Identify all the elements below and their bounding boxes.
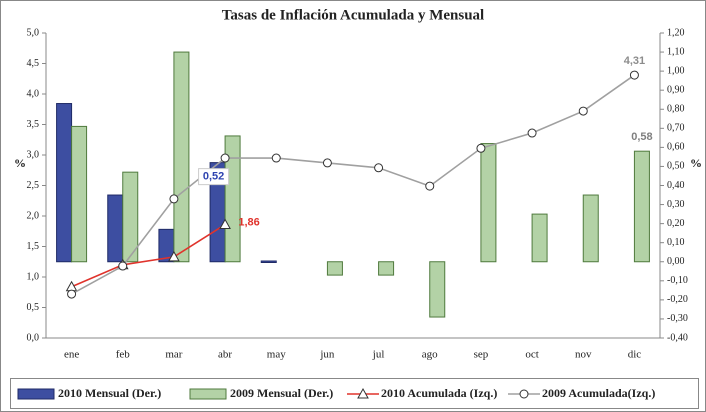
value-label-box bbox=[198, 168, 230, 186]
y-tick-label: 1,5 bbox=[27, 241, 40, 252]
bar bbox=[633, 150, 650, 263]
line bbox=[71, 223, 226, 288]
y2-tick-label: -0,10 bbox=[667, 275, 688, 286]
y2-tick-label: 0,10 bbox=[667, 237, 685, 248]
x-tick-label: ago bbox=[422, 349, 438, 361]
x-tick-label: oct bbox=[525, 349, 538, 361]
bar bbox=[224, 135, 241, 263]
y-tick-label: 1,0 bbox=[27, 271, 40, 282]
y-tick-label: 3,5 bbox=[27, 119, 40, 130]
bar bbox=[260, 260, 277, 263]
value-label: 4,31 bbox=[624, 55, 645, 67]
y-tick-label: 2,0 bbox=[27, 210, 40, 221]
x-tick-label: dic bbox=[628, 349, 642, 361]
marker bbox=[425, 181, 435, 191]
legend-swatch bbox=[189, 388, 227, 400]
marker bbox=[169, 194, 179, 204]
marker bbox=[67, 289, 77, 299]
legend-marker bbox=[519, 389, 529, 399]
y2-tick-label: -0,20 bbox=[667, 294, 688, 305]
bar bbox=[71, 125, 88, 263]
marker bbox=[168, 250, 180, 262]
y-tick-label: 5,0 bbox=[27, 27, 40, 38]
legend-swatch bbox=[17, 388, 55, 400]
bar bbox=[582, 194, 599, 263]
y2-tick-label: 0,60 bbox=[667, 142, 685, 153]
y-tick-label: 4,5 bbox=[27, 58, 40, 69]
marker bbox=[476, 143, 486, 153]
legend-label: 2009 Mensual (Der.) bbox=[230, 386, 333, 400]
y2-tick-label: -0,40 bbox=[667, 332, 688, 343]
bar bbox=[531, 213, 548, 263]
marker bbox=[322, 158, 332, 168]
bar bbox=[107, 194, 124, 263]
y2-tick-label: 1,00 bbox=[667, 65, 685, 76]
y2-tick-label: 0,40 bbox=[667, 180, 685, 191]
y2-tick-label: 0,80 bbox=[667, 104, 685, 115]
chart-title: Tasas de Inflación Acumulada y Mensual bbox=[222, 7, 484, 23]
marker bbox=[118, 261, 128, 271]
x-tick-label: may bbox=[267, 349, 286, 361]
y2-tick-label: 0,90 bbox=[667, 84, 685, 95]
bar bbox=[480, 143, 497, 263]
y2-tick-label: 0,70 bbox=[667, 123, 685, 134]
y2-tick-label: 1,20 bbox=[667, 27, 685, 38]
y2-tick-label: 0,50 bbox=[667, 161, 685, 172]
value-label: 1,86 bbox=[238, 216, 259, 228]
legend-label: 2010 Acumulada (Izq.) bbox=[381, 386, 497, 400]
legend-label: 2010 Mensual (Der.) bbox=[58, 386, 161, 400]
bar bbox=[56, 103, 73, 263]
x-tick-label: feb bbox=[116, 349, 131, 361]
y2-tick-label: -0,30 bbox=[667, 313, 688, 324]
value-label: 0,52 bbox=[203, 171, 224, 183]
value-label: 0,58 bbox=[631, 131, 652, 143]
y-tick-label: 0,5 bbox=[27, 302, 40, 313]
marker bbox=[578, 106, 588, 116]
legend-marker bbox=[357, 387, 369, 399]
y-tick-label: 0,0 bbox=[27, 332, 40, 343]
y-tick-label: 4,0 bbox=[27, 88, 40, 99]
y2-tick-label: 0,30 bbox=[667, 199, 685, 210]
bar bbox=[173, 51, 190, 263]
marker bbox=[527, 128, 537, 138]
marker bbox=[220, 153, 230, 163]
y-tick-label: 3,0 bbox=[27, 149, 40, 160]
bar bbox=[378, 261, 395, 276]
x-tick-label: jun bbox=[319, 349, 335, 361]
marker bbox=[271, 153, 281, 163]
bar bbox=[122, 171, 139, 263]
x-tick-label: sep bbox=[474, 349, 489, 361]
bar bbox=[326, 261, 343, 276]
x-tick-label: nov bbox=[575, 349, 592, 361]
x-tick-label: jul bbox=[372, 349, 385, 361]
legend-label: 2009 Acumulada(Izq.) bbox=[542, 386, 655, 400]
y-tick-label: 2,5 bbox=[27, 180, 40, 191]
x-tick-label: abr bbox=[218, 349, 232, 361]
y2-axis-title: % bbox=[690, 156, 702, 170]
y2-tick-label: 0,20 bbox=[667, 218, 685, 229]
marker bbox=[374, 163, 384, 173]
y-axis-title: % bbox=[14, 156, 26, 170]
bar bbox=[429, 261, 446, 318]
line bbox=[71, 74, 635, 295]
y2-tick-label: 0,00 bbox=[667, 256, 685, 267]
x-tick-label: ene bbox=[64, 349, 79, 361]
y2-tick-label: 1,10 bbox=[667, 46, 685, 57]
x-tick-label: mar bbox=[165, 349, 182, 361]
marker bbox=[219, 218, 231, 230]
marker bbox=[629, 70, 639, 80]
